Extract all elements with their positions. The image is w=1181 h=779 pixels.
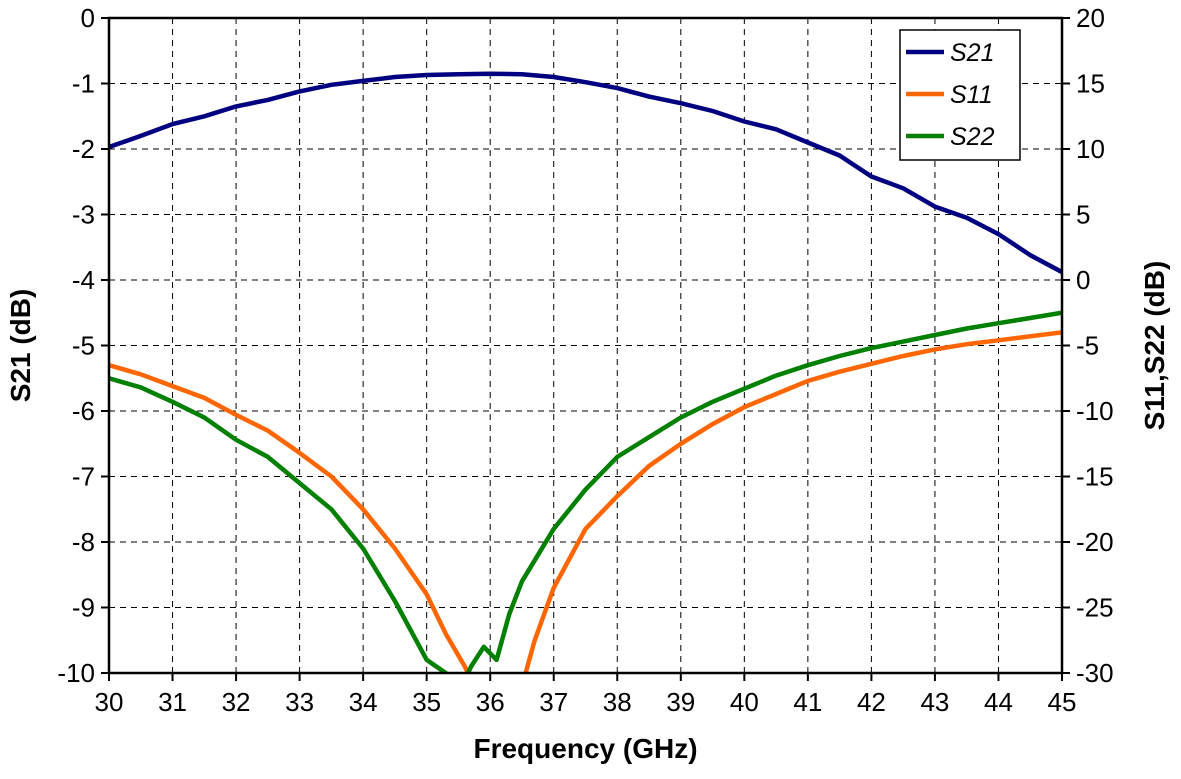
y-left-tick-label: -1 (72, 69, 95, 99)
y-left-tick-label: -10 (57, 658, 95, 688)
y-axis-left-title: S21 (dB) (5, 289, 36, 403)
y-right-tick-label: 20 (1076, 3, 1105, 33)
x-tick-label: 41 (793, 687, 822, 717)
y-right-tick-label: -30 (1076, 658, 1114, 688)
y-left-tick-label: -9 (72, 593, 95, 623)
y-left-tick-label: -4 (72, 265, 95, 295)
y-axis-right-title: S11,S22 (dB) (1139, 261, 1170, 431)
series-line-s22 (109, 310, 1062, 673)
x-tick-label: 43 (920, 687, 949, 717)
x-axis-title: Frequency (GHz) (473, 733, 697, 764)
x-tick-label: 38 (603, 687, 632, 717)
series-layer (109, 71, 1062, 673)
y-right-tick-label: -20 (1076, 527, 1114, 557)
y-left-tick-label: -2 (72, 134, 95, 164)
x-tick-label: 33 (285, 687, 314, 717)
legend-label-s11: S11 (950, 81, 993, 109)
x-tick-label: 45 (1048, 687, 1077, 717)
x-tick-label: 30 (95, 687, 124, 717)
legend-label-s22: S22 (950, 123, 995, 151)
legend-label-s21: S21 (950, 39, 994, 67)
y-right-tick-label: -25 (1076, 593, 1114, 623)
y-left-tick-label: 0 (81, 3, 95, 33)
legend: S21 S11 S22 (899, 29, 1021, 161)
x-tick-label: 34 (349, 687, 378, 717)
x-tick-label: 42 (857, 687, 886, 717)
x-tick-label: 31 (158, 687, 187, 717)
y-left-tick-label: -3 (72, 200, 95, 230)
x-tick-label: 37 (539, 687, 568, 717)
y-left-tick-label: -6 (72, 396, 95, 426)
x-tick-label: 44 (984, 687, 1013, 717)
y-right-tick-label: 15 (1076, 69, 1105, 99)
grid (109, 18, 1062, 673)
series-line-s11 (109, 330, 1062, 673)
y-left-tick-label: -5 (72, 331, 95, 361)
x-tick-label: 39 (666, 687, 695, 717)
y-right-tick-label: -10 (1076, 396, 1114, 426)
y-right-tick-label: -5 (1076, 331, 1099, 361)
series-line-s21 (109, 71, 1062, 275)
y-right-tick-label: 5 (1076, 200, 1090, 230)
x-tick-label: 35 (412, 687, 441, 717)
x-tick-label: 36 (476, 687, 505, 717)
x-tick-label: 32 (222, 687, 251, 717)
y-left-tick-label: -8 (72, 527, 95, 557)
ticks: 30 31 32 33 34 35 36 37 38 39 40 41 42 43 44 45 0 -1 -2 -3 -… (57, 3, 1113, 717)
y-right-tick-label: -15 (1076, 462, 1114, 492)
x-tick-label: 40 (730, 687, 759, 717)
y-right-tick-label: 0 (1076, 265, 1090, 295)
y-left-tick-label: -7 (72, 462, 95, 492)
y-right-tick-label: 10 (1076, 134, 1105, 164)
